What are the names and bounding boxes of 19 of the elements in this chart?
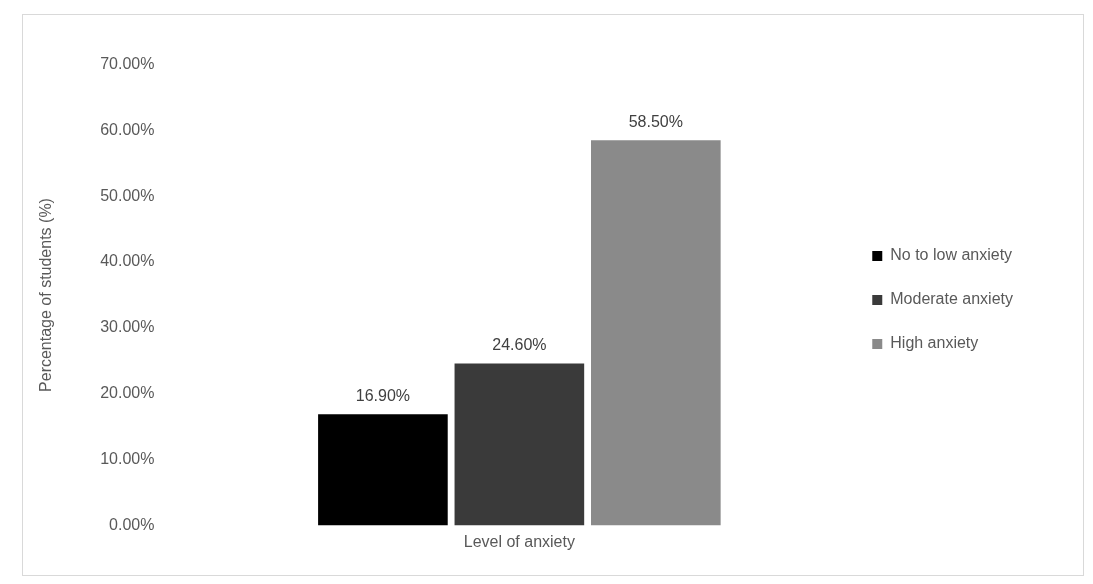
legend-label: Moderate anxiety — [890, 290, 1013, 308]
bar — [318, 414, 448, 526]
data-label: 24.60% — [492, 335, 547, 353]
bar — [454, 363, 585, 526]
y-tick-label: 40.00% — [100, 252, 155, 270]
y-tick-label: 20.00% — [100, 384, 155, 402]
y-tick-label: 0.00% — [109, 515, 155, 533]
y-axis-title: Percentage of students (%) — [37, 198, 55, 392]
legend-label: No to low anxiety — [890, 246, 1013, 264]
data-label: 58.50% — [628, 112, 683, 130]
y-tick-label: 70.00% — [100, 55, 155, 73]
legend-label: High anxiety — [890, 334, 979, 352]
y-tick-label: 30.00% — [100, 318, 155, 336]
y-tick-label: 60.00% — [100, 120, 155, 138]
bar — [591, 140, 721, 526]
y-tick-label: 10.00% — [100, 449, 155, 467]
x-axis-title: Level of anxiety — [463, 532, 575, 550]
data-label: 16.90% — [355, 386, 411, 404]
y-tick-label: 50.00% — [100, 186, 155, 204]
